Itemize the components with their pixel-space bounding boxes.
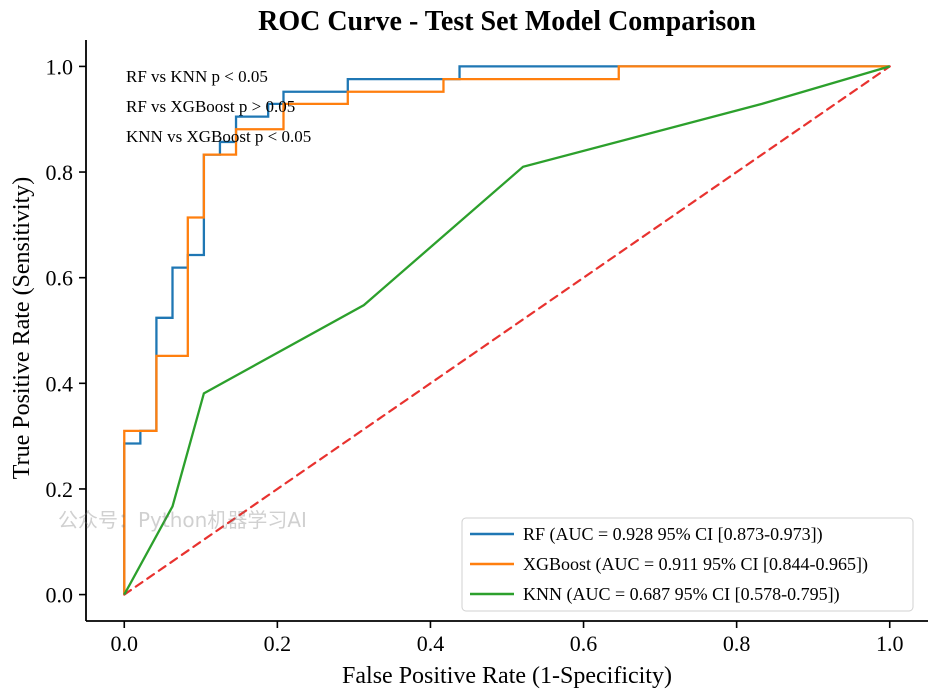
series-line-knn xyxy=(123,65,891,596)
y-axis-label: True Positive Rate (Sensitivity) xyxy=(9,177,35,479)
watermark-text: 公众号：Python机器学习AI xyxy=(58,508,307,532)
y-tick-label-0-4: 0.4 xyxy=(46,371,74,396)
chart-title: ROC Curve - Test Set Model Comparison xyxy=(258,6,756,37)
x-tick-label-0-4: 0.4 xyxy=(417,631,445,656)
y-tick-label-0-2: 0.2 xyxy=(46,477,74,502)
annotation-rf-vs-knn: RF vs KNN p < 0.05 xyxy=(126,67,268,86)
legend-box xyxy=(461,517,914,612)
legend: RF (AUC = 0.928 95% CI [0.873-0.973]) XG… xyxy=(461,517,914,612)
legend-rf-label: RF (AUC = 0.928 95% CI [0.873-0.973]) xyxy=(523,524,823,545)
x-tick-label-1-0: 1.0 xyxy=(876,631,904,656)
y-tick-label-0-0: 0.0 xyxy=(46,583,74,608)
legend-knn-label: KNN (AUC = 0.687 95% CI [0.578-0.795]) xyxy=(523,584,840,605)
y-tick-label-0-8: 0.8 xyxy=(46,160,74,185)
x-tick-label-0-8: 0.8 xyxy=(723,631,751,656)
x-tick-label-0-0: 0.0 xyxy=(111,631,139,656)
y-tick-label-0-6: 0.6 xyxy=(46,266,74,291)
series-line-xgboost xyxy=(123,65,890,595)
legend-xgboost-label: XGBoost (AUC = 0.911 95% CI [0.844-0.965… xyxy=(523,554,868,575)
y-tick-label-1-0: 1.0 xyxy=(46,54,74,79)
annotation-rf-vs-xgboost: RF vs XGBoost p > 0.05 xyxy=(126,97,295,116)
annotation-knn-vs-xgboost: KNN vs XGBoost p < 0.05 xyxy=(126,127,311,146)
x-tick-label-0-6: 0.6 xyxy=(570,631,598,656)
x-tick-label-0-2: 0.2 xyxy=(264,631,292,656)
series-line-chance xyxy=(123,65,891,596)
x-axis-label: False Positive Rate (1-Specificity) xyxy=(342,663,672,689)
annotation-group: RF vs KNN p < 0.05 RF vs XGBoost p > 0.0… xyxy=(126,67,311,146)
